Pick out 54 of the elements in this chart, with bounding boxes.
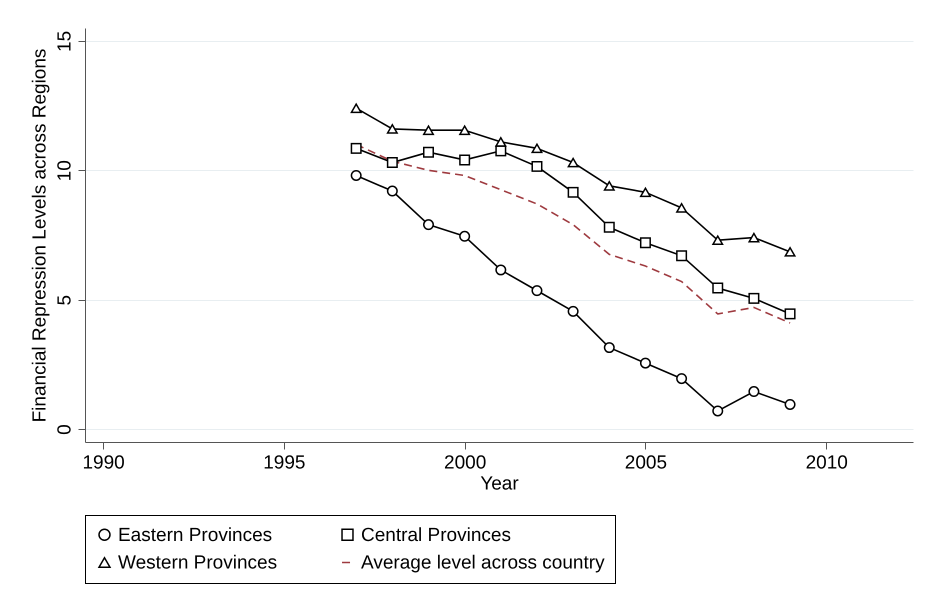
point xyxy=(531,285,542,296)
point xyxy=(568,306,579,317)
point xyxy=(640,237,651,248)
point xyxy=(748,292,760,304)
y-tick-label: 10 xyxy=(54,160,76,182)
y-tick-label: 5 xyxy=(54,294,76,306)
point xyxy=(495,145,506,156)
point xyxy=(495,264,506,276)
point xyxy=(640,187,651,198)
point xyxy=(350,103,362,114)
point xyxy=(423,219,434,230)
x-tick-label: 1995 xyxy=(263,452,306,474)
point xyxy=(423,146,434,158)
point xyxy=(350,170,362,181)
x-tick-label: 2010 xyxy=(806,452,848,474)
point xyxy=(350,142,362,154)
point xyxy=(459,154,470,166)
point xyxy=(459,125,470,136)
point xyxy=(784,399,796,410)
x-tick-label: 2000 xyxy=(444,452,486,474)
point xyxy=(531,160,542,172)
point xyxy=(459,230,470,242)
point xyxy=(748,232,760,242)
y-axis-title: Financial Repression Levels across Regions xyxy=(30,48,50,422)
point xyxy=(604,180,615,191)
point xyxy=(784,308,796,320)
point xyxy=(423,125,434,136)
point xyxy=(604,342,615,354)
point xyxy=(676,202,688,213)
point xyxy=(386,124,398,134)
x-axis-title: Year xyxy=(480,474,520,494)
point xyxy=(604,222,615,233)
point xyxy=(386,186,398,196)
point xyxy=(495,136,506,147)
point xyxy=(386,157,398,168)
point xyxy=(640,358,651,369)
point xyxy=(748,386,760,398)
point xyxy=(712,235,724,246)
x-tick-label: 1990 xyxy=(82,452,125,474)
y-tick-label: 15 xyxy=(54,30,76,52)
x-tick-label: 2005 xyxy=(624,452,668,474)
point xyxy=(676,250,688,262)
point xyxy=(531,143,542,154)
y-tick-label: 0 xyxy=(54,424,76,435)
legend-label: Eastern Provinces xyxy=(118,524,272,546)
point xyxy=(676,373,688,384)
legend-label: Central Provinces xyxy=(361,524,511,546)
legend-label: Average level across country xyxy=(361,552,606,574)
legend-label: Western Provinces xyxy=(118,552,278,574)
point xyxy=(568,186,579,198)
point xyxy=(784,246,796,257)
point xyxy=(712,405,724,416)
point xyxy=(568,158,579,168)
point xyxy=(712,282,724,294)
